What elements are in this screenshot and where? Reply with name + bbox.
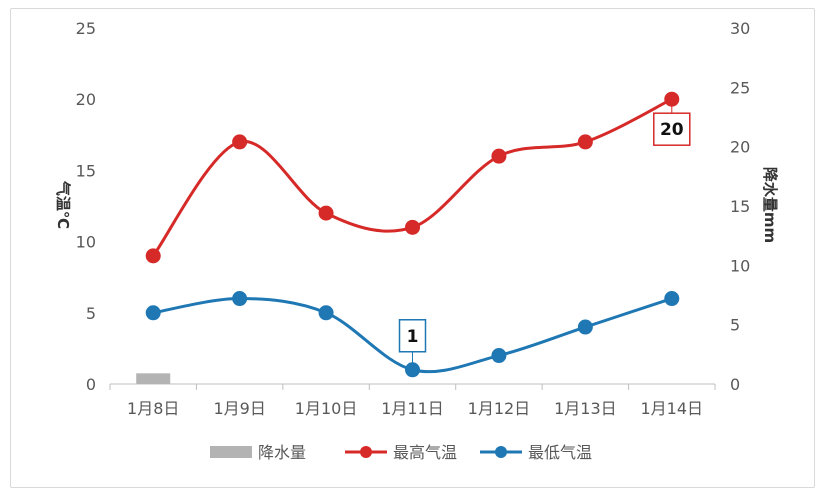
- y-axis-title: 气温℃: [54, 180, 72, 229]
- y2-tick-label: 5: [730, 316, 740, 335]
- x-tick-label: 1月8日: [127, 399, 179, 418]
- y-tick-label: 5: [86, 304, 96, 323]
- y2-tick-label: 10: [730, 256, 750, 275]
- y2-axis-title: 降水量mm: [761, 167, 779, 243]
- y-tick-label: 10: [76, 233, 96, 252]
- x-tick-label: 1月13日: [554, 399, 617, 418]
- x-tick-label: 1月12日: [468, 399, 531, 418]
- legend-swatch: [210, 446, 252, 458]
- x-tick-label: 1月14日: [641, 399, 704, 418]
- data-point: [577, 319, 593, 335]
- y2-tick-label: 30: [730, 19, 750, 38]
- callout-label: 1: [407, 327, 419, 347]
- legend-label: 最低气温: [528, 443, 592, 462]
- callout-box: [398, 319, 427, 353]
- y-tick-label: 20: [76, 90, 96, 109]
- data-point: [491, 348, 507, 364]
- legend-label: 降水量: [258, 443, 306, 462]
- callouts: 20 1: [398, 99, 691, 370]
- y-tick-label: 0: [86, 375, 96, 394]
- data-point: [318, 205, 334, 221]
- data-point: [318, 305, 334, 321]
- x-axis-labels: 1月8日 1月9日 1月10日 1月11日 1月12日 1月13日 1月14日: [127, 399, 703, 418]
- y2-tick-label: 25: [730, 78, 750, 97]
- data-point: [664, 291, 680, 307]
- x-axis: [109, 383, 716, 390]
- y2-tick-label: 0: [730, 375, 740, 394]
- chart-frame: [10, 8, 815, 488]
- legend-marker: [495, 446, 507, 458]
- data-point: [145, 305, 161, 321]
- left-axis-ticks: 0 5 10 15 20 25: [76, 19, 96, 394]
- x-tick-label: 1月11日: [381, 399, 444, 418]
- data-point: [145, 248, 161, 264]
- data-point: [232, 134, 248, 150]
- legend-label: 最高气温: [393, 443, 457, 462]
- data-point: [491, 148, 507, 164]
- legend-marker: [360, 446, 372, 458]
- callout-label: 20: [660, 120, 684, 140]
- data-point: [232, 291, 248, 307]
- data-point: [405, 219, 420, 235]
- y-tick-label: 25: [76, 19, 96, 38]
- precipitation-bars: [136, 373, 171, 384]
- legend: 降水量 最高气温 最低气温: [210, 443, 592, 462]
- y-tick-label: 15: [76, 161, 96, 180]
- x-tick-label: 1月10日: [295, 399, 358, 418]
- callout-box: [653, 112, 691, 146]
- bar: [136, 373, 171, 384]
- right-axis-ticks: 0 5 10 15 20 25 30: [730, 19, 750, 394]
- y2-tick-label: 15: [730, 197, 750, 216]
- y2-tick-label: 20: [730, 138, 750, 157]
- x-tick-label: 1月9日: [213, 399, 265, 418]
- data-point: [577, 134, 593, 150]
